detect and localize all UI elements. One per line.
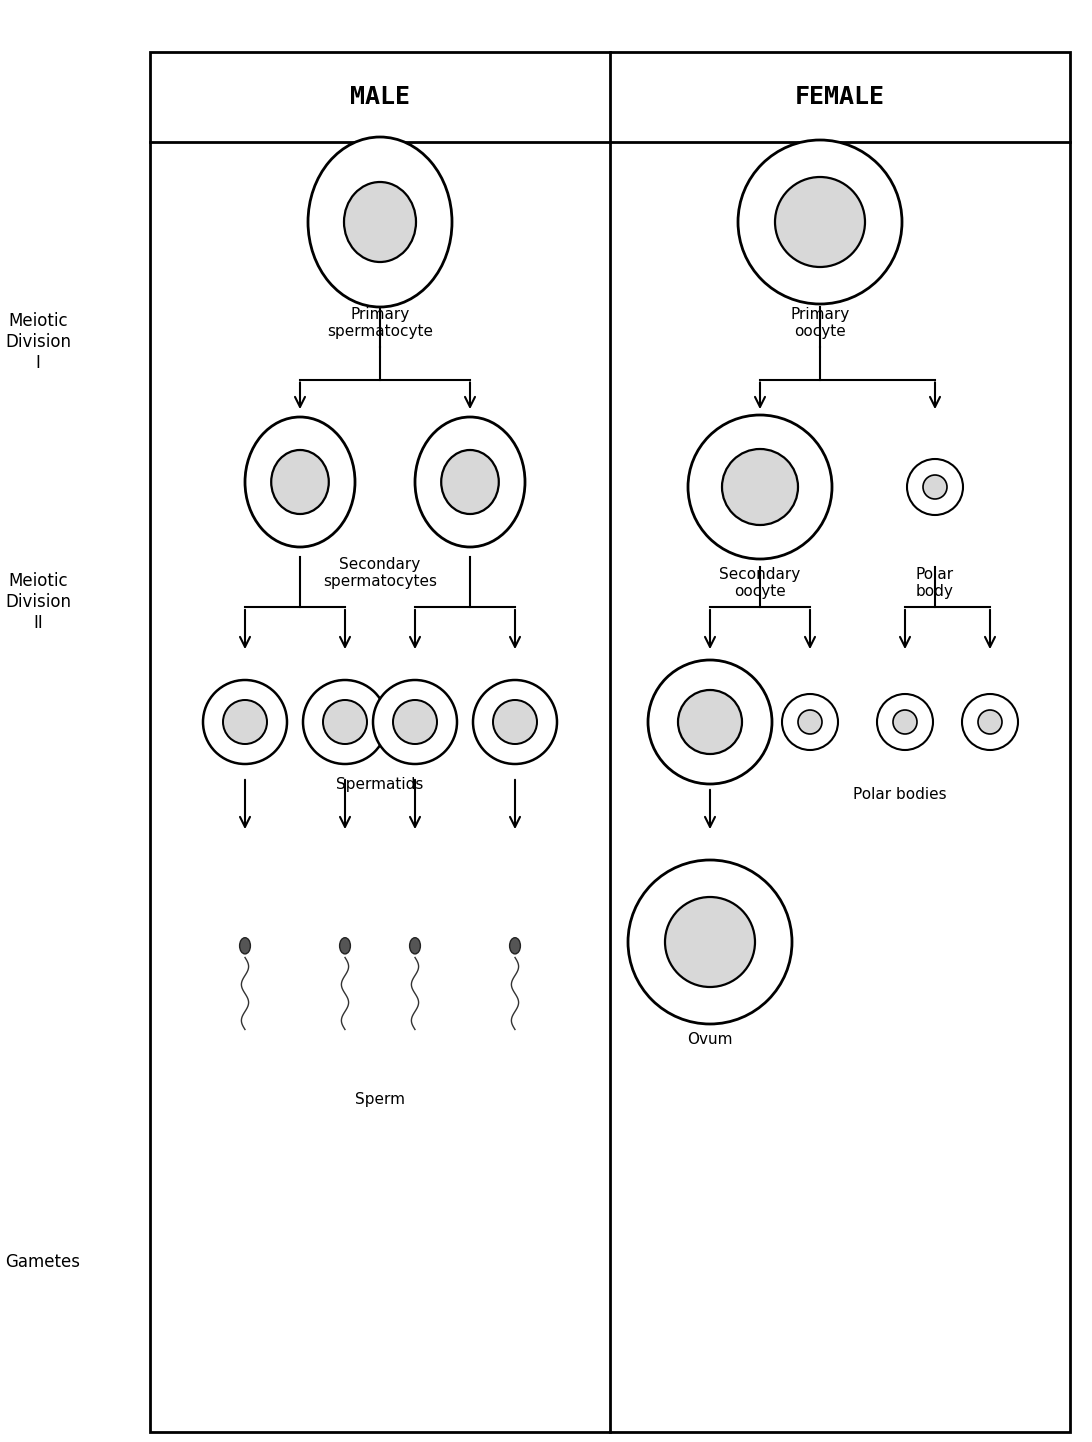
Circle shape [323,699,367,744]
Text: Polar bodies: Polar bodies [853,787,947,802]
Circle shape [688,415,832,559]
Circle shape [223,699,268,744]
Ellipse shape [340,937,351,955]
Circle shape [722,448,798,525]
Ellipse shape [415,417,525,547]
Text: Meiotic
Division
I: Meiotic Division I [5,313,71,372]
Circle shape [203,681,287,764]
Circle shape [893,709,917,734]
Circle shape [373,681,456,764]
Text: Meiotic
Division
II: Meiotic Division II [5,572,71,632]
Text: Primary
spermatocyte: Primary spermatocyte [327,307,434,339]
Text: Secondary
oocyte: Secondary oocyte [720,567,800,600]
Circle shape [738,140,902,304]
Circle shape [302,681,387,764]
Circle shape [678,691,741,754]
Circle shape [877,694,933,750]
Text: Primary
oocyte: Primary oocyte [791,307,850,339]
Circle shape [665,897,755,986]
Ellipse shape [271,450,329,513]
Circle shape [775,177,865,267]
Circle shape [907,459,963,515]
Ellipse shape [344,182,416,262]
Circle shape [782,694,838,750]
Circle shape [923,474,947,499]
Text: Gametes: Gametes [5,1253,80,1270]
Circle shape [393,699,437,744]
Text: FEMALE: FEMALE [795,85,885,110]
Text: Ovum: Ovum [687,1032,733,1047]
Text: Secondary
spermatocytes: Secondary spermatocytes [323,557,437,590]
Ellipse shape [441,450,499,513]
Circle shape [473,681,557,764]
Ellipse shape [239,937,250,955]
Text: Spermatids: Spermatids [336,777,424,792]
Ellipse shape [410,937,420,955]
Circle shape [978,709,1002,734]
Ellipse shape [510,937,521,955]
Ellipse shape [308,137,452,307]
Bar [150,52,1070,1432]
Circle shape [648,660,772,784]
Circle shape [962,694,1018,750]
Circle shape [628,859,792,1024]
Circle shape [492,699,537,744]
Text: Polar
body: Polar body [916,567,954,600]
Ellipse shape [245,417,355,547]
Circle shape [798,709,822,734]
Text: Sperm: Sperm [355,1092,405,1107]
Text: MALE: MALE [351,85,410,110]
